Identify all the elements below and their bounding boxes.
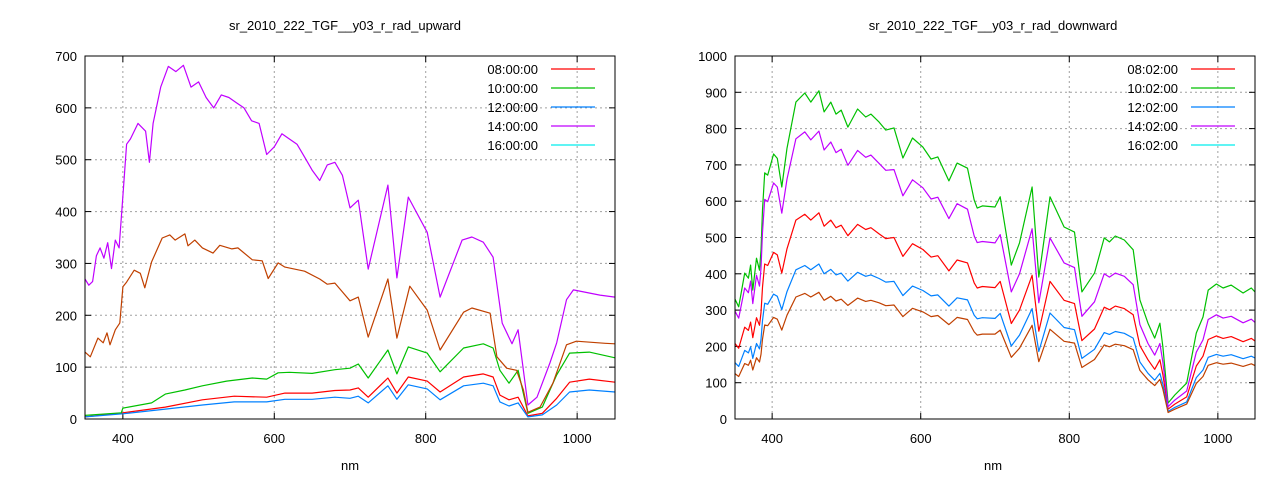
legend-label: 16:00:00 — [487, 138, 538, 153]
y-tick-label: 200 — [705, 339, 727, 354]
series-line-08-02-00 — [734, 212, 1256, 410]
downward-radiance-chart: sr_2010_222_TGF__y03_r_rad_downward nm 0… — [640, 0, 1280, 480]
y-tick-label: 700 — [55, 49, 77, 64]
chart-svg: sr_2010_222_TGF__y03_r_rad_downward nm 0… — [698, 18, 1256, 473]
series-line-16-00-00 — [84, 233, 616, 413]
legend-label: 12:00:00 — [487, 100, 538, 115]
y-tick-label: 0 — [720, 412, 727, 427]
y-tick-label: 600 — [55, 101, 77, 116]
series-line-08-00-00 — [84, 373, 616, 418]
plot-border — [734, 55, 1256, 420]
legend-label: 14:00:00 — [487, 119, 538, 134]
x-tick-label: 400 — [761, 431, 783, 446]
series-line-14-02-00 — [734, 130, 1256, 408]
y-tick-label: 800 — [705, 122, 727, 137]
x-tick-label: 1000 — [1203, 431, 1232, 446]
series-line-10-00-00 — [84, 343, 616, 416]
y-tick-label: 400 — [55, 205, 77, 220]
y-tick-label: 600 — [705, 194, 727, 209]
x-tick-label: 600 — [263, 431, 285, 446]
y-tick-label: 0 — [70, 412, 77, 427]
y-tick-label: 500 — [705, 231, 727, 246]
legend-label: 08:00:00 — [487, 62, 538, 77]
upward-radiance-chart: sr_2010_222_TGF__y03_r_rad_upward nm 0 10… — [0, 0, 640, 480]
legend-label: 12:02:00 — [1127, 100, 1178, 115]
x-tick-label: 400 — [112, 431, 134, 446]
y-tick-label: 1000 — [698, 49, 727, 64]
legend-label: 10:00:00 — [487, 81, 538, 96]
series-line-14-00-00 — [84, 64, 616, 406]
x-axis-label: nm — [341, 458, 359, 473]
series-line-16-02-00 — [734, 291, 1256, 414]
x-axis-label: nm — [984, 458, 1002, 473]
y-tick-label: 100 — [55, 360, 77, 375]
chart-title: sr_2010_222_TGF__y03_r_rad_upward — [229, 18, 461, 33]
y-tick-label: 300 — [55, 256, 77, 271]
y-tick-label: 900 — [705, 85, 727, 100]
plot-border — [84, 55, 616, 420]
series-line-12-00-00 — [84, 382, 616, 418]
legend-label: 10:02:00 — [1127, 81, 1178, 96]
x-tick-label: 600 — [910, 431, 932, 446]
legend-label: 14:02:00 — [1127, 119, 1178, 134]
x-tick-label: 800 — [415, 431, 437, 446]
y-tick-label: 500 — [55, 153, 77, 168]
legend-label: 08:02:00 — [1127, 62, 1178, 77]
x-tick-label: 800 — [1058, 431, 1080, 446]
series-line-12-02-00 — [734, 263, 1256, 412]
y-tick-label: 200 — [55, 308, 77, 323]
legend-label: 16:02:00 — [1127, 138, 1178, 153]
y-tick-label: 700 — [705, 158, 727, 173]
y-tick-label: 400 — [705, 267, 727, 282]
series-line-10-02-00 — [734, 90, 1256, 404]
x-tick-label: 1000 — [563, 431, 592, 446]
y-tick-label: 100 — [705, 376, 727, 391]
chart-svg: sr_2010_222_TGF__y03_r_rad_upward nm 0 10… — [55, 18, 616, 473]
chart-title: sr_2010_222_TGF__y03_r_rad_downward — [869, 18, 1118, 33]
y-tick-label: 300 — [705, 303, 727, 318]
